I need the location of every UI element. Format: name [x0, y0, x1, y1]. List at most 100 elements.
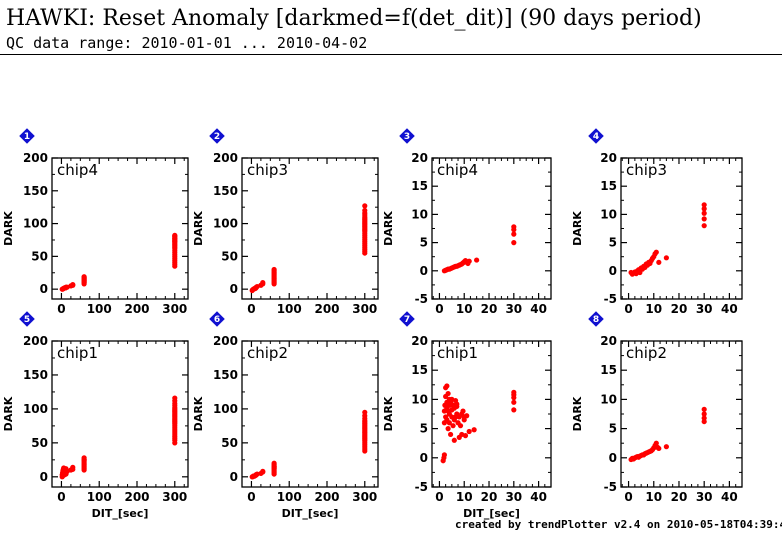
- data-point: [445, 390, 451, 397]
- x-tick-label: 300: [162, 302, 187, 316]
- data-point: [81, 455, 87, 461]
- y-tick-label: 0: [420, 264, 428, 278]
- data-point: [653, 249, 659, 255]
- data-point: [656, 445, 662, 452]
- x-axis-label: DIT_[sec]: [463, 507, 520, 520]
- y-axis-label: DARK: [192, 211, 205, 246]
- x-tick-label: 40: [530, 490, 547, 504]
- data-point: [464, 413, 470, 419]
- data-point: [457, 423, 464, 429]
- y-tick-label: 100: [23, 402, 48, 416]
- chip-label: chip4: [437, 161, 478, 179]
- data-point: [511, 389, 517, 395]
- panel-number-badge: [19, 128, 35, 144]
- x-tick-label: 0: [57, 490, 65, 504]
- data-point: [701, 406, 707, 412]
- y-tick-label: -5: [415, 480, 428, 494]
- data-point: [451, 437, 457, 443]
- data-point: [701, 210, 707, 216]
- footer-credit: created by trendPlotter v2.4 on 2010-05-…: [455, 518, 782, 531]
- y-axis-label: DARK: [571, 396, 584, 431]
- data-point: [701, 206, 707, 212]
- x-tick-label: 30: [505, 302, 522, 316]
- y-axis-label: DARK: [2, 396, 15, 431]
- y-tick-label: 5: [609, 422, 617, 436]
- y-tick-label: 50: [221, 249, 238, 263]
- y-tick-label: 150: [23, 368, 48, 382]
- y-axis-label: DARK: [382, 211, 395, 246]
- data-point: [466, 258, 472, 264]
- y-tick-label: 20: [411, 334, 428, 348]
- panel-number-badge: [399, 128, 415, 144]
- plot-frame: [51, 340, 189, 488]
- x-tick-label: 20: [481, 302, 498, 316]
- data-point: [511, 407, 517, 413]
- y-tick-label: 100: [23, 217, 48, 231]
- y-tick-label: 50: [31, 436, 48, 450]
- data-point: [511, 224, 517, 230]
- page-title: HAWKI: Reset Anomaly [darkmed=f(det_dit)…: [6, 6, 702, 31]
- y-tick-label: 0: [420, 451, 428, 465]
- data-point: [701, 216, 707, 222]
- y-tick-label: 10: [411, 207, 428, 221]
- y-tick-label: -5: [604, 480, 617, 494]
- panel-number: 2: [214, 132, 220, 142]
- plot-frame: [620, 157, 743, 300]
- data-point: [466, 428, 472, 435]
- data-point: [70, 464, 76, 470]
- data-point: [701, 223, 707, 229]
- y-tick-label: 5: [420, 236, 428, 250]
- y-tick-label: 100: [213, 217, 238, 231]
- y-tick-label: 15: [411, 179, 428, 193]
- y-tick-label: 0: [609, 451, 617, 465]
- data-point: [701, 415, 707, 421]
- x-tick-label: 30: [696, 490, 713, 504]
- data-point: [444, 383, 450, 389]
- data-point: [445, 426, 451, 432]
- x-tick-label: 0: [247, 302, 255, 316]
- y-tick-label: -5: [604, 292, 617, 306]
- data-point: [511, 231, 517, 237]
- data-point: [447, 431, 454, 438]
- data-point: [446, 420, 452, 426]
- y-tick-label: 20: [600, 334, 617, 348]
- y-tick-label: 0: [230, 470, 238, 484]
- y-tick-label: 10: [600, 207, 617, 221]
- x-tick-label: 200: [124, 490, 149, 504]
- data-point: [663, 444, 669, 450]
- plot-frame: [431, 157, 552, 300]
- x-tick-label: 10: [645, 490, 662, 504]
- x-tick-label: 10: [456, 490, 473, 504]
- y-tick-label: -5: [415, 292, 428, 306]
- x-tick-label: 30: [696, 302, 713, 316]
- y-tick-label: 200: [213, 151, 238, 165]
- x-tick-label: 100: [277, 490, 302, 504]
- panel-number: 6: [214, 315, 220, 325]
- y-tick-label: 200: [23, 334, 48, 348]
- x-tick-label: 300: [162, 490, 187, 504]
- y-tick-label: 100: [213, 402, 238, 416]
- y-tick-label: 150: [213, 368, 238, 382]
- plot-frame: [241, 157, 379, 300]
- data-point: [462, 433, 469, 439]
- y-tick-label: 20: [600, 151, 617, 165]
- data-point: [460, 408, 466, 414]
- panel-number: 4: [593, 132, 599, 142]
- x-tick-label: 20: [671, 302, 688, 316]
- x-axis-label: DIT_[sec]: [282, 507, 339, 520]
- data-point: [441, 452, 447, 458]
- y-axis-label: DARK: [571, 211, 584, 246]
- y-tick-label: 0: [40, 470, 48, 484]
- x-axis-label: DIT_[sec]: [92, 507, 149, 520]
- y-tick-label: 20: [411, 151, 428, 165]
- y-tick-label: 10: [411, 392, 428, 406]
- y-tick-label: 150: [213, 184, 238, 198]
- y-tick-label: 50: [221, 436, 238, 450]
- data-point: [701, 411, 707, 417]
- y-tick-label: 5: [609, 236, 617, 250]
- y-tick-label: 150: [23, 184, 48, 198]
- data-point: [172, 232, 178, 238]
- plot-frame: [51, 157, 189, 300]
- y-tick-label: 50: [31, 249, 48, 263]
- x-tick-label: 40: [530, 302, 547, 316]
